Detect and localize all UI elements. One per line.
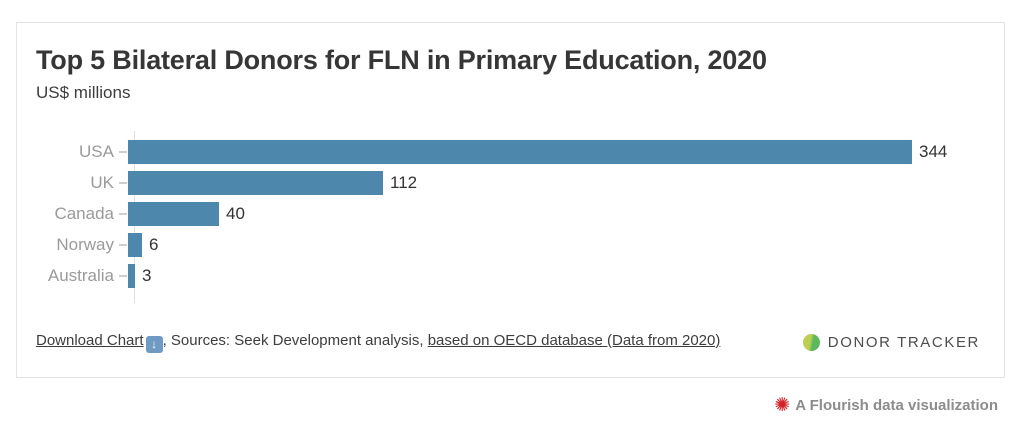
tick-mark [119,150,127,153]
download-chart-link[interactable]: Download Chart [36,332,144,350]
download-arrow-icon[interactable]: ↓ [145,336,163,354]
bar[interactable] [128,139,912,164]
donor-tracker-logo-icon [802,334,820,352]
bar-row: Canada 40 [36,198,984,229]
bar-row: USA 344 [36,136,984,167]
bar-area: 344 [127,136,984,167]
chart-card: Top 5 Bilateral Donors for FLN in Primar… [16,22,1005,378]
category-label: Canada [54,203,114,223]
bar-area: 6 [127,229,984,260]
chart-title: Top 5 Bilateral Donors for FLN in Primar… [36,45,767,75]
bar-area: 112 [127,167,984,198]
tick-mark [119,212,127,215]
chart-subtitle: US$ millions [36,83,131,103]
bar[interactable] [128,232,142,257]
bar-value: 344 [919,141,948,161]
sources-text: , Sources: Seek Development analysis, [162,332,428,350]
category-label: USA [79,141,114,161]
bar-value: 3 [142,265,152,285]
card-footer: Download Chart ↓, Sources: Seek Developme… [36,332,984,354]
bar-value: 6 [149,234,159,254]
flourish-attribution[interactable]: ✺ A Flourish data visualization [774,396,998,415]
bar-chart: USA 344 UK 112 Canada 40 Norway 6 Australia 3 [36,131,984,304]
bar-row: UK 112 [36,167,984,198]
bars-container: USA 344 UK 112 Canada 40 Norway 6 Australia 3 [36,136,984,291]
bar[interactable] [128,201,219,226]
bar-row: Norway 6 [36,229,984,260]
flourish-burst-icon: ✺ [774,395,791,416]
tick-mark [119,274,127,277]
oecd-database-link[interactable]: based on OECD database (Data from 2020) [427,332,721,350]
category-label: Australia [47,265,114,285]
flourish-attribution-text: A Flourish data visualization [795,397,998,414]
sources-line: Download Chart ↓, Sources: Seek Developme… [36,332,721,354]
category-label: Norway [56,234,114,254]
bar-value: 112 [390,172,418,192]
tick-mark [119,181,127,184]
bar-area: 3 [127,260,984,291]
category-label: UK [90,172,114,192]
bar[interactable] [128,170,383,195]
donor-tracker-logo: DONOR TRACKER [802,334,984,352]
bar-value: 40 [226,203,245,223]
donor-tracker-logo-text: DONOR TRACKER [827,334,980,352]
bar-area: 40 [127,198,984,229]
bar-row: Australia 3 [36,260,984,291]
tick-mark [119,243,127,246]
bar[interactable] [128,263,135,288]
